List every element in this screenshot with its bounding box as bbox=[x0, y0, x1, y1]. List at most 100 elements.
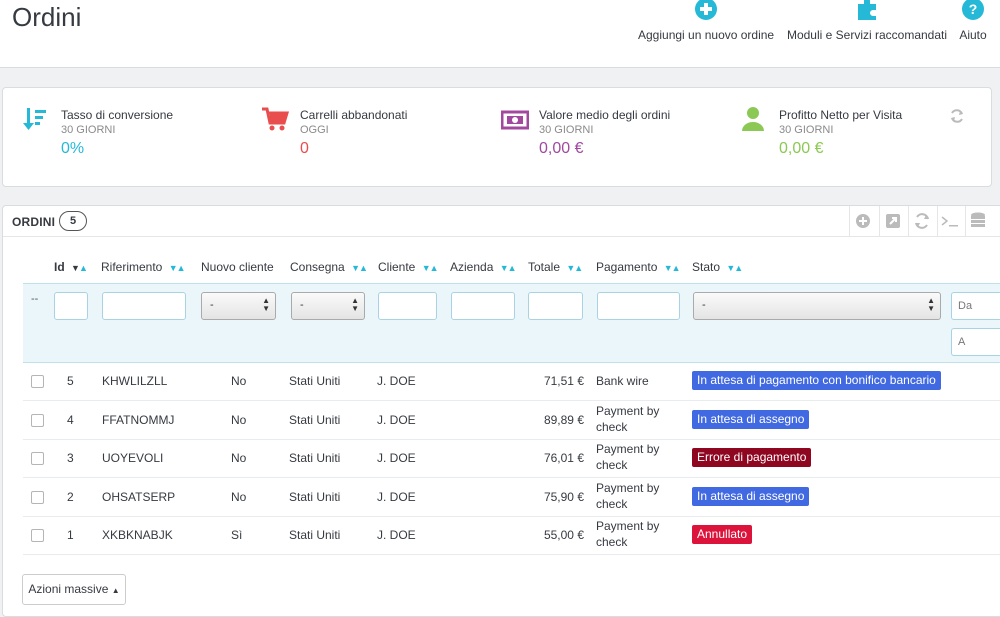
col-status[interactable]: Stato ▼▲ bbox=[692, 260, 743, 274]
database-icon[interactable] bbox=[967, 211, 989, 231]
page-title: Ordini bbox=[12, 2, 82, 32]
order-customer: J. DOE bbox=[377, 528, 416, 542]
order-new-customer: No bbox=[231, 412, 247, 427]
order-reference: OHSATSERP bbox=[102, 489, 176, 504]
sort-icon[interactable]: ▼▲ bbox=[351, 263, 368, 273]
kpi-panel: Tasso di conversione 30 giorni 0% Carrel… bbox=[2, 87, 992, 187]
order-payment: Payment by bbox=[596, 480, 660, 495]
col-status-label: Stato bbox=[692, 260, 721, 274]
kpi-profit-value: 0,00 € bbox=[779, 140, 824, 157]
filter-id-input[interactable] bbox=[54, 292, 88, 320]
filter-row: - - - ▲ ▼ - ▲ ▼ - ▲ ▼ Da A bbox=[23, 283, 1000, 363]
add-icon[interactable] bbox=[852, 211, 874, 231]
sort-icon[interactable]: ▼▲ bbox=[499, 263, 517, 273]
cart-icon bbox=[262, 107, 290, 131]
order-delivery: Stati Uniti bbox=[289, 412, 341, 427]
col-reference[interactable]: Riferimento ▼▲ bbox=[101, 260, 186, 274]
order-new-customer: Sì bbox=[231, 528, 243, 542]
order-total: 75,90 € bbox=[543, 489, 584, 504]
order-id: 3 bbox=[67, 451, 74, 465]
orders-panel-header: ORDINI 5 bbox=[3, 206, 1000, 237]
order-customer: J. DOE bbox=[377, 451, 416, 465]
sort-icon[interactable]: ▼▲ bbox=[726, 263, 743, 273]
order-payment-cont: check bbox=[596, 535, 628, 549]
sql-query-icon[interactable] bbox=[940, 211, 962, 231]
add-order-button[interactable]: Aggiungi un nuovo ordine bbox=[638, 0, 774, 42]
orders-panel-title: ORDINI bbox=[12, 215, 56, 229]
order-customer: J. DOE bbox=[377, 412, 416, 427]
filter-company-input[interactable] bbox=[451, 292, 515, 320]
order-payment-cont: check bbox=[596, 419, 628, 434]
kpi-average-title: Valore medio degli ordini bbox=[539, 108, 671, 122]
sort-icon[interactable]: ▼▲ bbox=[71, 263, 88, 273]
row-checkbox[interactable] bbox=[31, 452, 44, 465]
filter-status-value: - bbox=[702, 299, 706, 311]
row-checkbox[interactable] bbox=[31, 529, 44, 542]
order-delivery: Stati Uniti bbox=[289, 451, 341, 465]
col-id[interactable]: Id ▼▲ bbox=[54, 260, 88, 274]
help-icon: ? bbox=[962, 0, 984, 20]
table-row[interactable]: 2 OHSATSERP No Stati Uniti J. DOE 75,90 € Paym… bbox=[23, 478, 1000, 517]
puzzle-icon bbox=[858, 0, 876, 20]
kpi-profit-title: Profitto Netto per Visita bbox=[779, 108, 903, 122]
kpi-conversion-value: 0% bbox=[61, 140, 85, 157]
export-icon[interactable] bbox=[882, 211, 904, 231]
filter-delivery-select[interactable]: - ▲ ▼ bbox=[291, 292, 365, 320]
select-arrows-icon: ▲ ▼ bbox=[351, 296, 359, 313]
order-reference: XKBKNABJK bbox=[102, 528, 173, 542]
col-new-customer: Nuovo cliente bbox=[201, 260, 274, 274]
table-row[interactable]: 1 XKBKNABJK Sì Stati Uniti J. DOE 55,00 € Paym… bbox=[23, 516, 1000, 555]
table-row[interactable]: 3 UOYEVOLI No Stati Uniti J. DOE 76,01 € Payme… bbox=[23, 439, 1000, 478]
table-row[interactable]: 5 KHWLILZLL No Stati Uniti J. DOE 71,51 € Bank… bbox=[23, 362, 1000, 401]
refresh-list-icon[interactable] bbox=[911, 211, 933, 231]
col-delivery[interactable]: Consegna ▼▲ bbox=[290, 260, 368, 274]
kpi-average-period: 30 giorni bbox=[539, 124, 594, 136]
order-payment: Payment by bbox=[596, 403, 660, 418]
filter-payment-input[interactable] bbox=[597, 292, 680, 320]
filter-new-customer-select[interactable]: - ▲ ▼ bbox=[201, 292, 276, 320]
bulk-actions-label: Azioni massive bbox=[28, 582, 109, 596]
header-divider bbox=[965, 206, 966, 236]
filter-total-input[interactable] bbox=[528, 292, 583, 320]
sort-icon[interactable]: ▼▲ bbox=[566, 263, 583, 273]
filter-date-from-input[interactable]: Da bbox=[951, 292, 1000, 320]
page-header: Ordini Aggiungi un nuovo ordine Moduli e… bbox=[0, 0, 1000, 68]
kpi-profit-period: 30 giorni bbox=[779, 124, 834, 136]
orders-panel: ORDINI 5 Id ▼▲ Riferimento bbox=[2, 205, 1000, 617]
kpi-conversion-period: 30 giorni bbox=[61, 124, 116, 136]
sort-amount-icon bbox=[23, 108, 46, 130]
col-payment[interactable]: Pagamento ▼▲ bbox=[596, 260, 681, 274]
plus-circle-icon bbox=[695, 0, 717, 20]
sort-icon[interactable]: ▼▲ bbox=[421, 263, 439, 273]
row-checkbox[interactable] bbox=[31, 413, 44, 427]
col-company[interactable]: Azienda ▼▲ bbox=[450, 260, 517, 274]
order-id: 4 bbox=[67, 412, 74, 427]
select-arrows-icon: ▲ ▼ bbox=[262, 296, 270, 313]
header-divider bbox=[937, 206, 938, 236]
recommended-modules-button[interactable]: Moduli e Servizi raccomandati bbox=[786, 0, 948, 42]
help-button[interactable]: ? Aiuto bbox=[956, 0, 990, 42]
filter-new-customer-value: - bbox=[210, 299, 214, 311]
col-new-customer-label: Nuovo cliente bbox=[201, 260, 274, 274]
col-payment-label: Pagamento bbox=[596, 260, 658, 274]
filter-reference-input[interactable] bbox=[102, 292, 186, 320]
select-arrows-icon: ▲ ▼ bbox=[927, 296, 935, 313]
col-total[interactable]: Totale ▼▲ bbox=[528, 260, 583, 274]
sort-icon[interactable]: ▼▲ bbox=[663, 263, 681, 273]
bulk-actions-button[interactable]: Azioni massive ▲ bbox=[22, 574, 126, 605]
refresh-kpi-icon[interactable] bbox=[949, 108, 965, 124]
row-checkbox[interactable] bbox=[31, 490, 44, 504]
col-reference-label: Riferimento bbox=[101, 260, 163, 274]
filter-customer-input[interactable] bbox=[378, 292, 437, 320]
table-row[interactable]: 4 FFATNOMMJ No Stati Uniti J. DOE 89,89 € Paym… bbox=[23, 401, 1000, 440]
filter-status-select[interactable]: - ▲ ▼ bbox=[693, 292, 941, 320]
order-payment: Payment by bbox=[596, 442, 660, 456]
row-checkbox[interactable] bbox=[31, 375, 44, 388]
kpi-carts-value: 0 bbox=[300, 140, 309, 157]
filter-date-to-input[interactable]: A bbox=[951, 328, 1000, 356]
sort-icon[interactable]: ▼▲ bbox=[168, 263, 186, 273]
order-new-customer: No bbox=[231, 451, 247, 465]
order-id: 1 bbox=[67, 528, 74, 542]
col-customer[interactable]: Cliente ▼▲ bbox=[378, 260, 439, 274]
order-delivery: Stati Uniti bbox=[289, 528, 341, 542]
